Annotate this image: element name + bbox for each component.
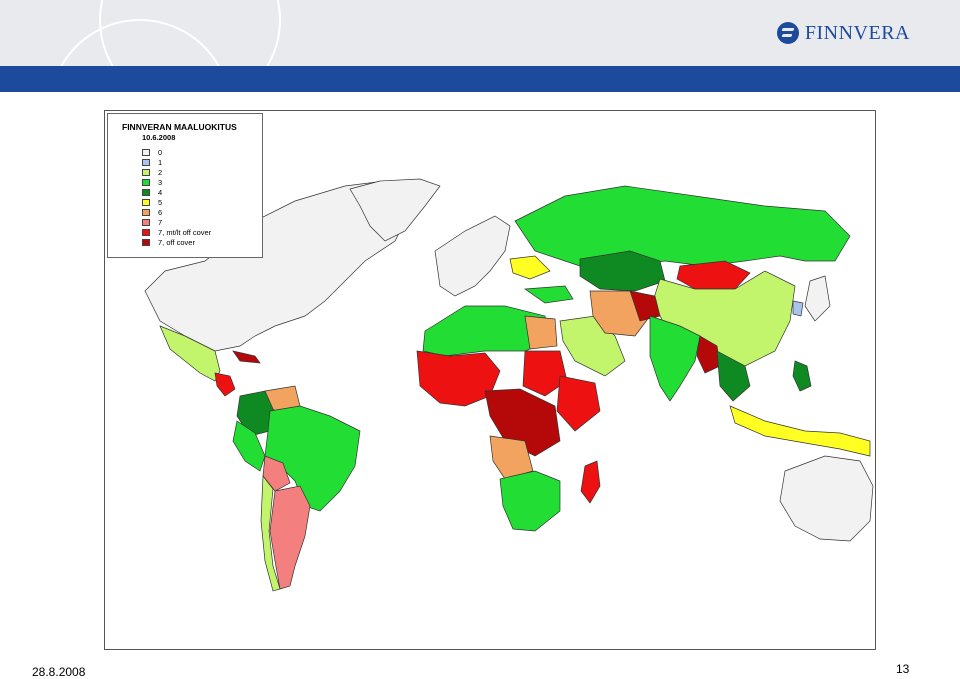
legend-swatch: [142, 178, 150, 186]
header: FINNVERA: [0, 0, 960, 92]
legend-label: 5: [158, 197, 163, 207]
region-korea: [792, 300, 804, 317]
legend-date: 10.6.2008: [142, 133, 176, 142]
logo-text: FINNVERA: [804, 21, 910, 44]
region-mongolia: [676, 260, 751, 290]
legend-swatch: [142, 198, 150, 206]
legend-label: 7, mt/lt off cover: [158, 227, 212, 237]
header-arc-1: [99, 0, 281, 92]
legend-label: 6: [158, 207, 163, 217]
legend-items: 0 1 2 3 4 5 6 7 7, mt/lt off cover 7, off cover: [122, 147, 262, 247]
region-turkey: [523, 285, 574, 304]
header-arc-2: [50, 19, 230, 92]
legend-label: 0: [158, 147, 163, 157]
legend-item: 7, off cover: [142, 237, 262, 247]
legend-item: 1: [142, 157, 262, 167]
region-peru: [232, 420, 266, 472]
region-india: [649, 315, 701, 402]
legend-swatch: [142, 208, 150, 216]
header-bar: [0, 66, 960, 92]
region-chile: [260, 475, 281, 592]
page-number: 13: [896, 662, 910, 676]
region-eastern-europe: [509, 255, 551, 280]
header-decoration: [50, 0, 281, 92]
region-indochina: [716, 350, 751, 402]
legend-label: 2: [158, 167, 163, 177]
region-madagascar: [580, 460, 601, 504]
world-map-svg: [144, 178, 874, 592]
legend-swatch: [142, 238, 150, 246]
region-central-america: [214, 372, 236, 397]
legend-item: 5: [142, 197, 262, 207]
region-central-africa: [484, 388, 561, 457]
legend-label: 4: [158, 187, 163, 197]
legend-item: 0: [142, 147, 262, 157]
footer-date: 28.8.2008: [32, 665, 86, 679]
region-europe: [434, 215, 511, 297]
legend-swatch: [142, 148, 150, 156]
region-sudan: [522, 350, 568, 397]
legend-item: 3: [142, 177, 262, 187]
finnvera-logo-icon: [776, 22, 799, 44]
region-australia: [779, 455, 874, 542]
legend-item: 7, mt/lt off cover: [142, 227, 262, 237]
legend-item: 4: [142, 187, 262, 197]
legend-item: 7: [142, 217, 262, 227]
region-southern-africa: [499, 470, 561, 532]
legend-swatch: [142, 188, 150, 196]
region-egypt: [524, 315, 558, 350]
region-russia: [514, 185, 851, 272]
legend-swatch: [142, 218, 150, 226]
region-east-africa: [556, 375, 601, 432]
legend-swatch: [142, 168, 150, 176]
region-philippines: [792, 360, 812, 392]
region-north-america: [144, 180, 416, 352]
legend-label: 3: [158, 177, 163, 187]
finnvera-logo: FINNVERA: [776, 20, 910, 46]
legend-label: 7, off cover: [158, 237, 195, 247]
legend-title: FINNVERAN MAALUOKITUS: [122, 122, 237, 132]
region-greenland: [349, 178, 441, 242]
legend-swatch: [142, 158, 150, 166]
region-afghanistan: [629, 290, 661, 322]
legend-label: 1: [158, 157, 163, 167]
legend-swatch: [142, 228, 150, 236]
region-kazakhstan: [579, 250, 666, 292]
legend-item: 2: [142, 167, 262, 177]
region-indonesia: [729, 405, 871, 457]
region-myanmar: [696, 335, 721, 374]
legend-label: 7: [158, 217, 163, 227]
region-japan: [804, 275, 831, 322]
region-bolivia: [262, 455, 291, 492]
region-argentina: [269, 485, 311, 590]
legend-item: 6: [142, 207, 262, 217]
region-cuba: [232, 350, 261, 364]
region-mexico: [159, 325, 221, 382]
